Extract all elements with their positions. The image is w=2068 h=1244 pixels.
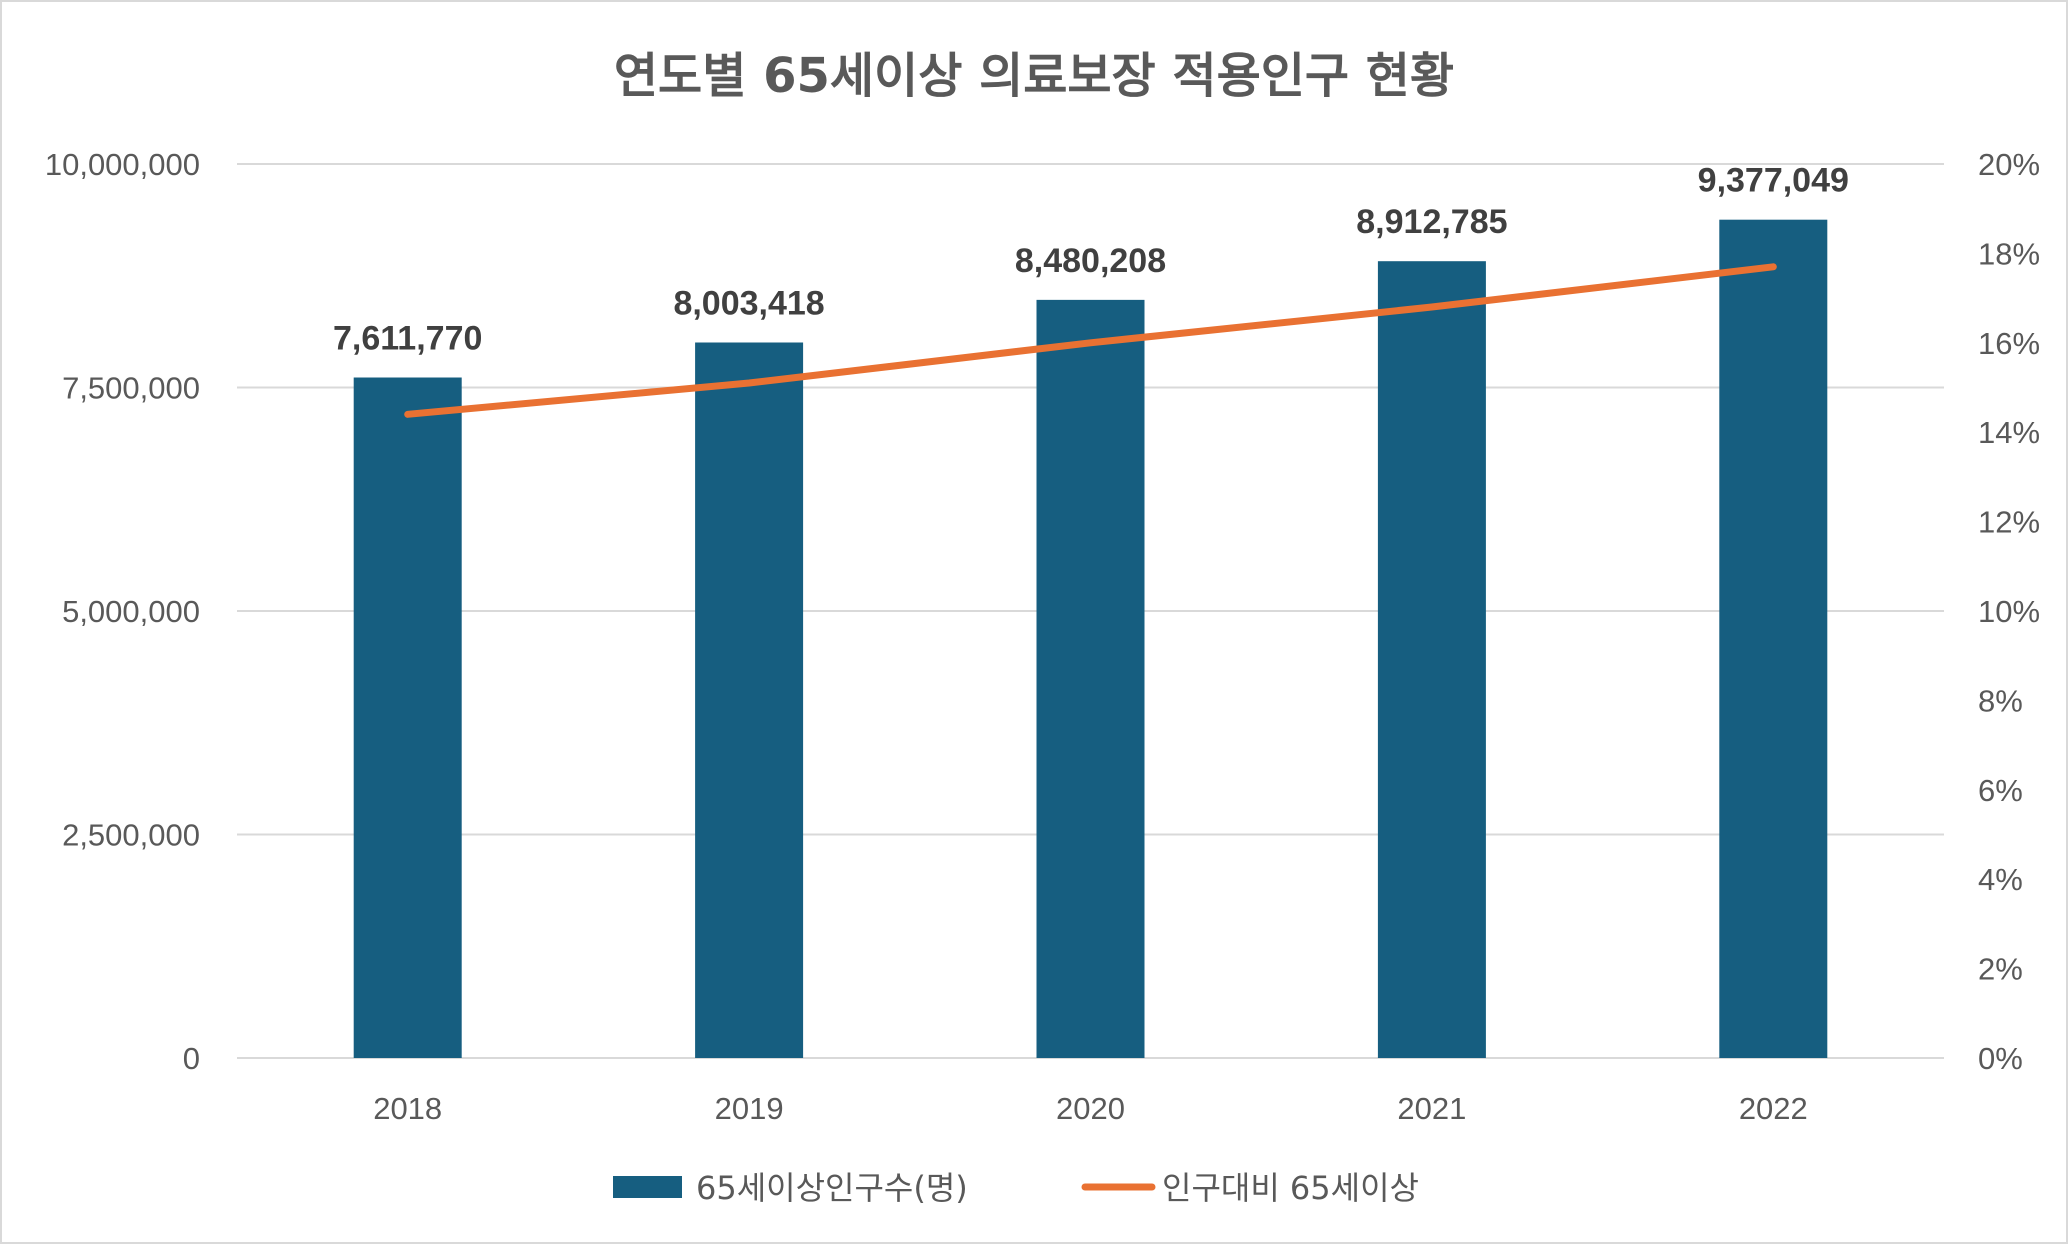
y-right-tick-label: 16%	[1978, 326, 2040, 361]
bar	[1036, 299, 1145, 1059]
x-tick-label: 2021	[1397, 1091, 1466, 1126]
legend-label-bar: 65세이상인구수(명)	[696, 1169, 968, 1207]
bar-data-label: 7,611,770	[333, 320, 482, 358]
y-left-tick-label: 5,000,000	[62, 594, 200, 629]
y-right-tick-label: 0%	[1978, 1041, 2023, 1076]
x-tick-label: 2019	[715, 1091, 784, 1126]
x-tick-label: 2018	[373, 1091, 442, 1126]
bar	[695, 342, 804, 1058]
bar	[1719, 219, 1828, 1058]
y-right-tick-label: 20%	[1978, 147, 2040, 182]
bar	[1377, 261, 1486, 1058]
bar-data-label: 8,912,785	[1356, 203, 1507, 241]
y-right-tick-label: 12%	[1978, 505, 2040, 540]
legend-swatch-bar	[613, 1176, 682, 1198]
chart-title: 연도별 65세이상 의료보장 적용인구 현황	[614, 48, 1454, 104]
y-right-tick-label: 2%	[1978, 952, 2023, 987]
bar-data-label: 9,377,049	[1698, 162, 1849, 200]
legend-label-line: 인구대비 65세이상	[1162, 1169, 1419, 1207]
y-left-tick-label: 7,500,000	[62, 371, 200, 406]
y-left-tick-label: 0	[183, 1041, 200, 1076]
y-left-tick-label: 2,500,000	[62, 818, 200, 853]
y-right-tick-label: 18%	[1978, 236, 2040, 271]
y-right-tick-label: 8%	[1978, 683, 2023, 718]
bar	[353, 377, 462, 1058]
y-right-tick-label: 6%	[1978, 773, 2023, 808]
bar-data-label: 8,480,208	[1015, 242, 1166, 280]
bar-data-label: 8,003,418	[673, 284, 824, 322]
y-right-tick-label: 10%	[1978, 594, 2040, 629]
y-right-tick-label: 4%	[1978, 862, 2023, 897]
y-left-tick-label: 10,000,000	[45, 147, 200, 182]
x-tick-label: 2022	[1739, 1091, 1808, 1126]
y-right-tick-label: 14%	[1978, 415, 2040, 450]
x-tick-label: 2020	[1056, 1091, 1125, 1126]
